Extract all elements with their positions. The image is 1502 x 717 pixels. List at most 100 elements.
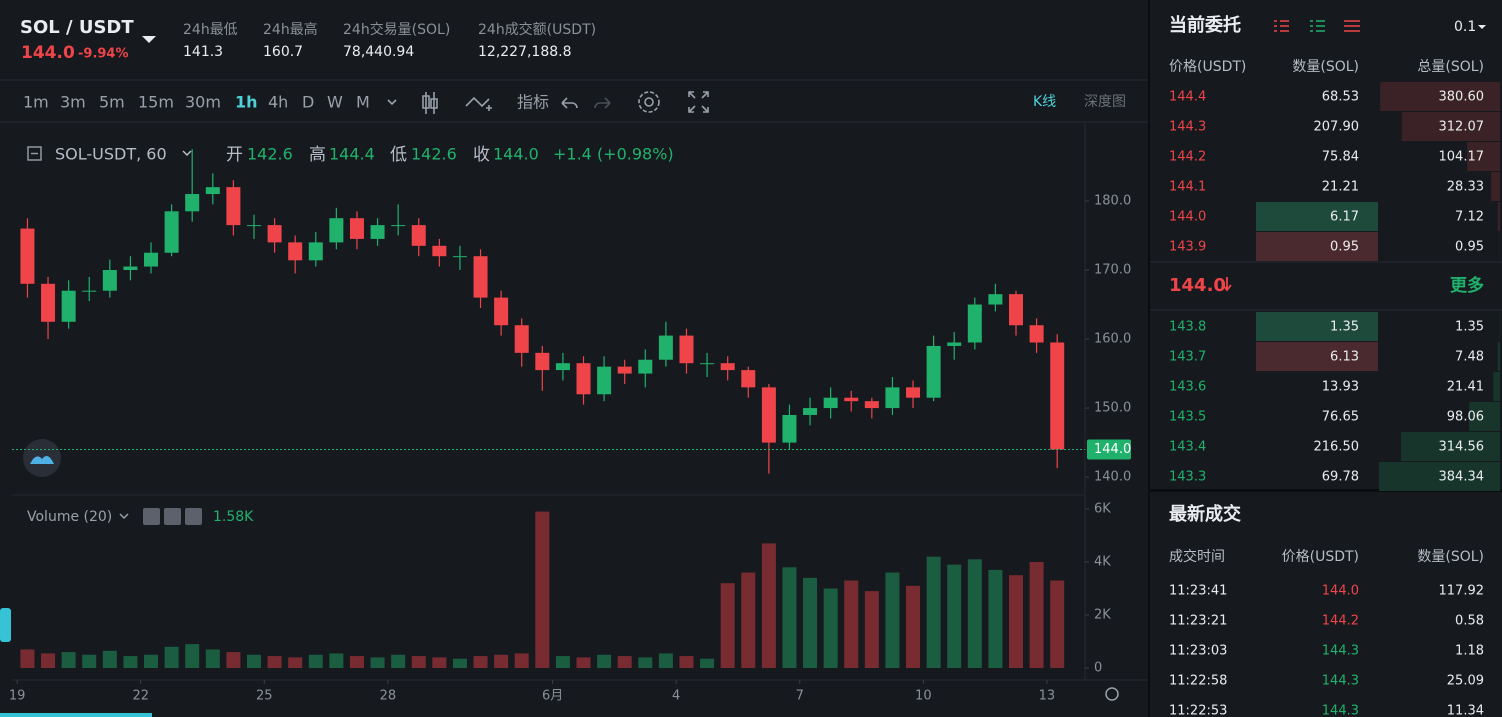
book-price[interactable]: 143.8 — [1169, 320, 1206, 335]
symbol[interactable]: SOL / USDT — [20, 17, 134, 38]
row-highlight — [1256, 232, 1378, 261]
volume-bar — [41, 653, 56, 668]
depth-bar — [1400, 432, 1500, 461]
candle-body — [782, 414, 797, 443]
book-price[interactable]: 143.7 — [1169, 350, 1206, 365]
volume-title[interactable]: Volume (20) — [27, 509, 112, 525]
y-tick-label: 160.0 — [1094, 332, 1131, 347]
price-arrow — [1222, 277, 1232, 292]
symbol-dropdown[interactable] — [142, 36, 156, 43]
volume-bar — [1009, 575, 1024, 668]
volume-chevron[interactable] — [119, 513, 129, 520]
book-price[interactable]: 144.4 — [1169, 90, 1206, 105]
candle-body — [761, 387, 776, 443]
volume-bar — [308, 654, 323, 668]
interval[interactable]: 4h — [268, 93, 288, 112]
remove-volume[interactable] — [185, 508, 202, 525]
precision-dropdown[interactable] — [1478, 25, 1486, 29]
more-link[interactable]: 更多 — [1450, 275, 1484, 296]
volume-bar — [514, 653, 529, 668]
depth-bar — [1497, 342, 1500, 371]
indicators[interactable]: 指标 — [517, 93, 549, 112]
logo-button[interactable] — [23, 439, 61, 477]
volume-bar — [185, 644, 200, 668]
interval[interactable]: 1h — [235, 93, 258, 112]
volume-bar — [391, 654, 406, 668]
mode-bids[interactable] — [1310, 20, 1325, 32]
stat-value: 78,440.94 — [343, 44, 414, 60]
hide-volume[interactable] — [143, 508, 160, 525]
candle-body — [20, 228, 35, 284]
mode-asks[interactable] — [1274, 20, 1289, 32]
book-price[interactable]: 143.4 — [1169, 440, 1206, 455]
book-price[interactable]: 143.5 — [1169, 410, 1206, 425]
volume-bar — [823, 588, 838, 668]
book-qty: 69.78 — [1322, 470, 1359, 485]
book-price[interactable]: 143.9 — [1169, 240, 1206, 255]
book-price[interactable]: 144.1 — [1169, 180, 1206, 195]
trade-price: 144.3 — [1322, 674, 1359, 689]
volume-settings[interactable] — [164, 508, 181, 525]
mid-price: 144.0 — [1169, 275, 1226, 296]
book-price[interactable]: 143.6 — [1169, 380, 1206, 395]
candle-body — [864, 401, 879, 409]
trade-qty: 11.34 — [1447, 704, 1484, 717]
volume-bar — [617, 656, 632, 668]
depth-tab[interactable]: 深度图 — [1084, 94, 1126, 110]
indicator-icon[interactable] — [465, 96, 492, 111]
volume-bar — [967, 559, 982, 668]
book-total: 312.07 — [1439, 120, 1485, 135]
interval[interactable]: M — [356, 93, 370, 112]
legend-label: 收 — [473, 145, 490, 165]
stat-value: 160.7 — [263, 44, 303, 60]
candle-body — [823, 397, 838, 409]
symbol-chevron[interactable] — [182, 150, 192, 157]
book-price[interactable]: 144.0 — [1169, 210, 1206, 225]
side-toggle[interactable] — [0, 608, 11, 642]
book-price[interactable]: 144.2 — [1169, 150, 1206, 165]
volume-bar — [329, 653, 344, 668]
volume-bar — [123, 656, 138, 668]
series-symbol[interactable]: SOL-USDT, 60 — [55, 145, 167, 164]
candle-body — [514, 325, 529, 353]
book-qty: 13.93 — [1322, 380, 1359, 395]
interval[interactable]: W — [327, 93, 343, 112]
last-price-tag — [1087, 439, 1131, 460]
book-price[interactable]: 143.3 — [1169, 470, 1206, 485]
stat-label: 24h成交额(USDT) — [478, 21, 596, 38]
collapse-icon[interactable] — [27, 146, 42, 161]
settings[interactable] — [644, 97, 654, 107]
mode-both[interactable] — [1344, 20, 1360, 32]
chart-type[interactable] — [422, 92, 438, 114]
candle-body — [370, 225, 385, 239]
candle-body — [967, 304, 982, 343]
chart-theme[interactable] — [1105, 687, 1119, 701]
volume-bar — [267, 656, 282, 668]
stat-value: 12,227,188.8 — [478, 44, 572, 60]
interval[interactable]: 30m — [185, 93, 221, 112]
trade-qty: 1.18 — [1455, 644, 1484, 659]
x-tick-label: 19 — [9, 689, 26, 704]
kline-tab[interactable]: K线 — [1033, 94, 1056, 110]
interval[interactable]: D — [302, 93, 314, 112]
candle-body — [658, 335, 673, 360]
last-price-label: 144.0 — [1094, 442, 1131, 457]
scroll-bar[interactable] — [0, 713, 152, 717]
book-price[interactable]: 144.3 — [1169, 120, 1206, 135]
book-header: 总量(SOL) — [1417, 59, 1484, 75]
interval[interactable]: 15m — [138, 93, 174, 112]
legend-value: 144.4 — [329, 145, 375, 164]
interval[interactable]: 3m — [60, 93, 86, 112]
undo[interactable] — [561, 97, 578, 109]
depth-bar — [1380, 82, 1500, 111]
candle-body — [885, 387, 900, 409]
interval[interactable]: 1m — [23, 93, 49, 112]
more-intervals[interactable] — [387, 99, 397, 106]
fullscreen[interactable] — [688, 91, 709, 113]
volume-bar — [452, 658, 467, 668]
redo[interactable] — [594, 97, 611, 109]
depth-bar — [1491, 172, 1500, 201]
interval[interactable]: 5m — [99, 93, 125, 112]
settings-ring[interactable] — [638, 91, 660, 113]
precision[interactable]: 0.1 — [1454, 19, 1476, 35]
